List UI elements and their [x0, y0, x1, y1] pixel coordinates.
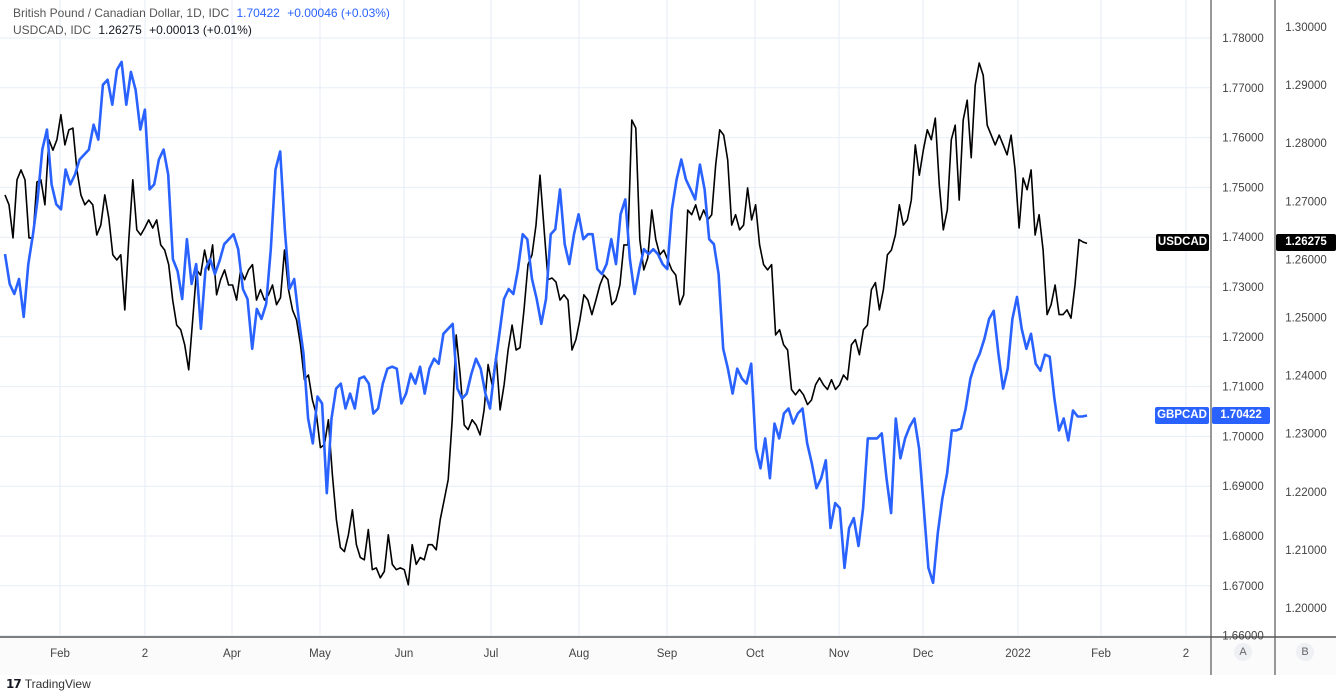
left-axis-tick-label: 1.75000	[1222, 182, 1264, 194]
right-axis-tick-label: 1.25000	[1285, 313, 1327, 325]
axis-b-button[interactable]: B	[1296, 643, 1314, 661]
gbpcad-price-tag: 1.70422	[1212, 407, 1270, 424]
legend-usdcad-change: +0.00013 (+0.01%)	[149, 23, 252, 37]
x-tick-label: Aug	[569, 648, 589, 660]
series-layer	[3, 60, 1088, 586]
right-axis-tick-label: 1.23000	[1285, 429, 1327, 441]
right-axis-tick-label: 1.20000	[1285, 603, 1327, 615]
time-axis[interactable]: Feb 2 Apr May Jun Jul Aug Sep Oct Nov Dec 2022 Feb 2	[50, 648, 1189, 660]
legend-usdcad: USDCAD, IDC 1.26275 +0.00013 (+0.01%)	[13, 23, 256, 37]
right-axis-tick-label: 1.29000	[1285, 80, 1327, 92]
left-axis-tick-label: 1.67000	[1222, 581, 1264, 593]
chart-background	[0, 0, 1336, 675]
right-axis-tick-label: 1.24000	[1285, 371, 1327, 383]
usdcad-line	[4, 62, 1088, 586]
right-axis-tick-label: 1.22000	[1285, 487, 1327, 499]
gbpcad-price-axis[interactable]: 1.78000 1.77000 1.76000 1.75000 1.74000 1.730…	[1222, 33, 1264, 643]
x-tick-label: 2022	[1005, 648, 1031, 660]
left-axis-tick-label: 1.71000	[1222, 382, 1264, 394]
x-tick-label: Oct	[746, 648, 765, 660]
left-axis-tick-label: 1.72000	[1222, 332, 1264, 344]
right-axis-tick-label: 1.26000	[1285, 254, 1327, 266]
x-tick-label: May	[309, 648, 331, 660]
legend-gbpcad: British Pound / Canadian Dollar, 1D, IDC…	[13, 6, 394, 20]
right-axis-tick-label: 1.30000	[1285, 22, 1327, 34]
left-axis-tick-label: 1.66000	[1222, 631, 1264, 643]
x-tick-label: Apr	[223, 648, 241, 660]
right-axis-tick-label: 1.28000	[1285, 138, 1327, 150]
x-tick-label: Dec	[913, 648, 934, 660]
left-axis-tick-label: 1.74000	[1222, 232, 1264, 244]
x-tick-label: Jul	[484, 648, 499, 660]
gbpcad-line	[3, 60, 1088, 585]
x-tick-label: Jun	[395, 648, 414, 660]
legend-usdcad-price: 1.26275	[98, 23, 142, 37]
usdcad-price-axis[interactable]: 1.30000 1.29000 1.28000 1.27000 1.26000 1.250…	[1285, 22, 1327, 615]
axis-a-button[interactable]: A	[1234, 643, 1252, 661]
usdcad-symbol-tag: USDCAD	[1156, 234, 1209, 251]
legend-gbpcad-price: 1.70422	[236, 6, 280, 20]
x-tick-label: 2	[142, 648, 148, 660]
left-axis-tick-label: 1.70000	[1222, 431, 1264, 443]
tradingview-logo[interactable]: 𝟭𝟳 TradingView	[6, 677, 91, 691]
usdcad-price-tag: 1.26275	[1276, 234, 1336, 251]
left-axis-tick-label: 1.76000	[1222, 133, 1264, 145]
left-axis-tick-label: 1.77000	[1222, 83, 1264, 95]
right-axis-tick-label: 1.27000	[1285, 196, 1327, 208]
gbpcad-symbol-tag: GBPCAD	[1155, 407, 1209, 424]
legend-gbpcad-title: British Pound / Canadian Dollar, 1D, IDC	[13, 6, 230, 20]
x-tick-label: Feb	[50, 648, 70, 660]
left-axis-tick-label: 1.78000	[1222, 33, 1264, 45]
x-tick-label: Sep	[657, 648, 677, 660]
x-tick-label: 2	[1183, 648, 1189, 660]
left-axis-tick-label: 1.69000	[1222, 481, 1264, 493]
right-axis-tick-label: 1.21000	[1285, 545, 1327, 557]
tradingview-logo-icon: 𝟭𝟳	[6, 677, 22, 691]
x-tick-label: Nov	[829, 648, 850, 660]
legend-gbpcad-change: +0.00046 (+0.03%)	[287, 6, 390, 20]
tradingview-brand: TradingView	[24, 677, 91, 691]
legend-usdcad-title: USDCAD, IDC	[13, 23, 92, 37]
left-axis-tick-label: 1.68000	[1222, 531, 1264, 543]
time-axis-background	[0, 637, 1336, 675]
left-axis-tick-label: 1.73000	[1222, 282, 1264, 294]
x-tick-label: Feb	[1091, 648, 1111, 660]
grid	[0, 0, 1211, 637]
